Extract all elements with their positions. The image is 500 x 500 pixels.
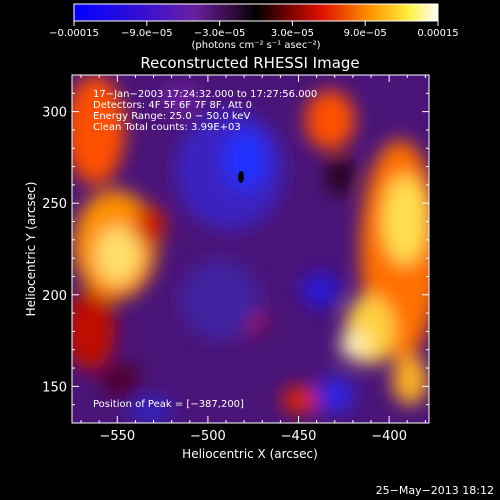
colorbar-tick-label: −0.00015 — [49, 28, 99, 39]
colorbar-tick-label: 0.00015 — [417, 28, 458, 39]
x-tick-label: −400 — [371, 429, 407, 444]
colorbar-tick-label: −9.0e−05 — [121, 28, 173, 39]
y-axis-label: Heliocentric Y (arcsec) — [24, 182, 38, 317]
annotation-energy: Energy Range: 25.0 − 50.0 keV — [93, 111, 250, 122]
peak-position-label: Position of Peak = [−387,200] — [93, 399, 244, 410]
x-tick-label: −550 — [99, 429, 135, 444]
x-tick-label: −450 — [281, 429, 317, 444]
colorbar-tick-label: −3.0e−05 — [194, 28, 246, 39]
annotation-time: 17−Jan−2003 17:24:32.000 to 17:27:56.000 — [93, 89, 317, 100]
x-tick-label: −500 — [190, 429, 226, 444]
y-tick-label: 150 — [42, 380, 67, 395]
annotation-clean: Clean Total counts: 3.99E+03 — [93, 122, 241, 133]
y-tick-label: 200 — [42, 289, 67, 304]
footer-date: 25−May−2013 18:12 — [376, 484, 494, 497]
colorbar-unit-label: (photons cm⁻² s⁻¹ asec⁻²) — [191, 40, 320, 51]
y-tick-label: 250 — [42, 197, 67, 212]
chart-title: Reconstructed RHESSI Image — [140, 54, 359, 72]
annotation-detectors: Detectors: 4F 5F 6F 7F 8F, Att 0 — [93, 100, 252, 111]
colorbar-tick-label: 3.0e−05 — [271, 28, 314, 39]
colorbar-tick-label: 9.0e−05 — [344, 28, 387, 39]
colorbar — [74, 4, 438, 21]
x-axis-label: Heliocentric X (arcsec) — [182, 447, 318, 461]
y-tick-label: 300 — [42, 106, 67, 121]
colorbar-ticks: −0.00015 −9.0e−05 −3.0e−05 3.0e−05 9.0e−05 0.… — [49, 21, 459, 39]
